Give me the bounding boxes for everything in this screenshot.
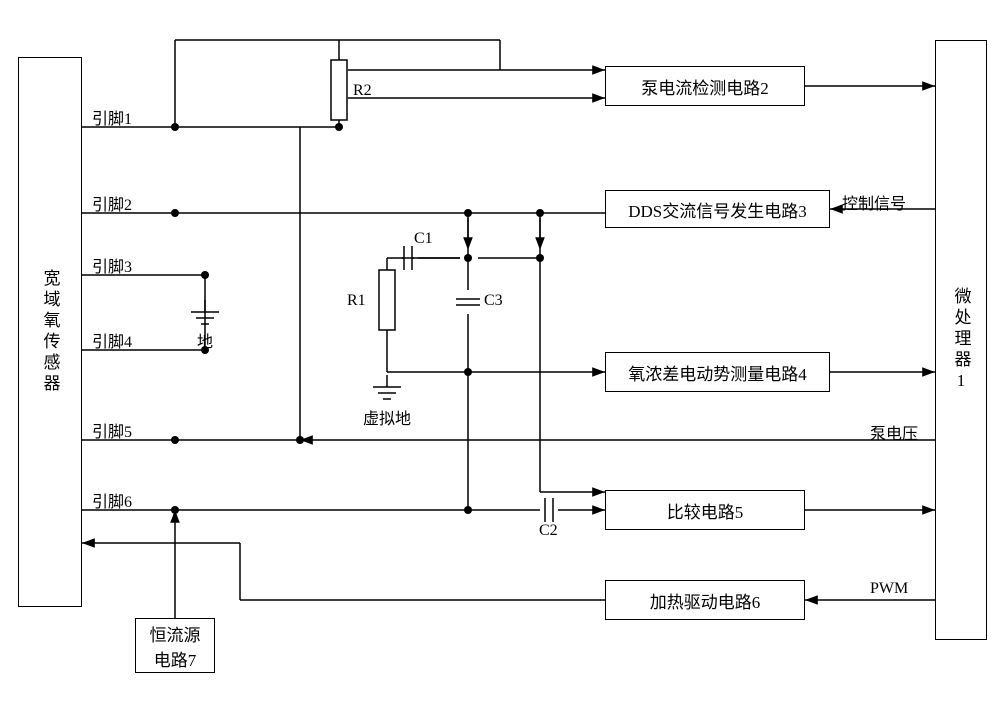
component-label: C3 xyxy=(484,292,503,310)
component-label: 地 xyxy=(197,328,213,352)
block-b4: 氧浓差电动势测量电路4 xyxy=(605,352,830,392)
block-b7: 恒流源 电路7 xyxy=(135,618,215,673)
block-b5: 比较电路5 xyxy=(605,490,805,530)
component-label: R2 xyxy=(353,82,372,100)
signal-label-pwm: PWM xyxy=(870,580,908,598)
component-label: R1 xyxy=(347,292,366,310)
signal-label-pump_v: 泵电压 xyxy=(870,420,918,444)
block-b6: 加热驱动电路6 xyxy=(605,580,805,620)
component-label: C2 xyxy=(539,522,558,540)
block-mcu: 微处理器1 xyxy=(935,40,987,640)
component-label: C1 xyxy=(414,230,433,248)
block-b2: 泵电流检测电路2 xyxy=(605,66,805,106)
block-b3: DDS交流信号发生电路3 xyxy=(605,190,830,228)
pin-label-p2: 引脚2 xyxy=(92,191,132,215)
pin-label-p1: 引脚1 xyxy=(92,105,132,129)
pin-label-p6: 引脚6 xyxy=(92,488,132,512)
pin-label-p3: 引脚3 xyxy=(92,253,132,277)
component-label: 虚拟地 xyxy=(363,405,411,429)
pin-label-p5: 引脚5 xyxy=(92,418,132,442)
signal-label-control: 控制信号 xyxy=(842,190,906,214)
pin-label-p4: 引脚4 xyxy=(92,328,132,352)
block-sensor: 宽域氧传感器 xyxy=(18,57,82,607)
